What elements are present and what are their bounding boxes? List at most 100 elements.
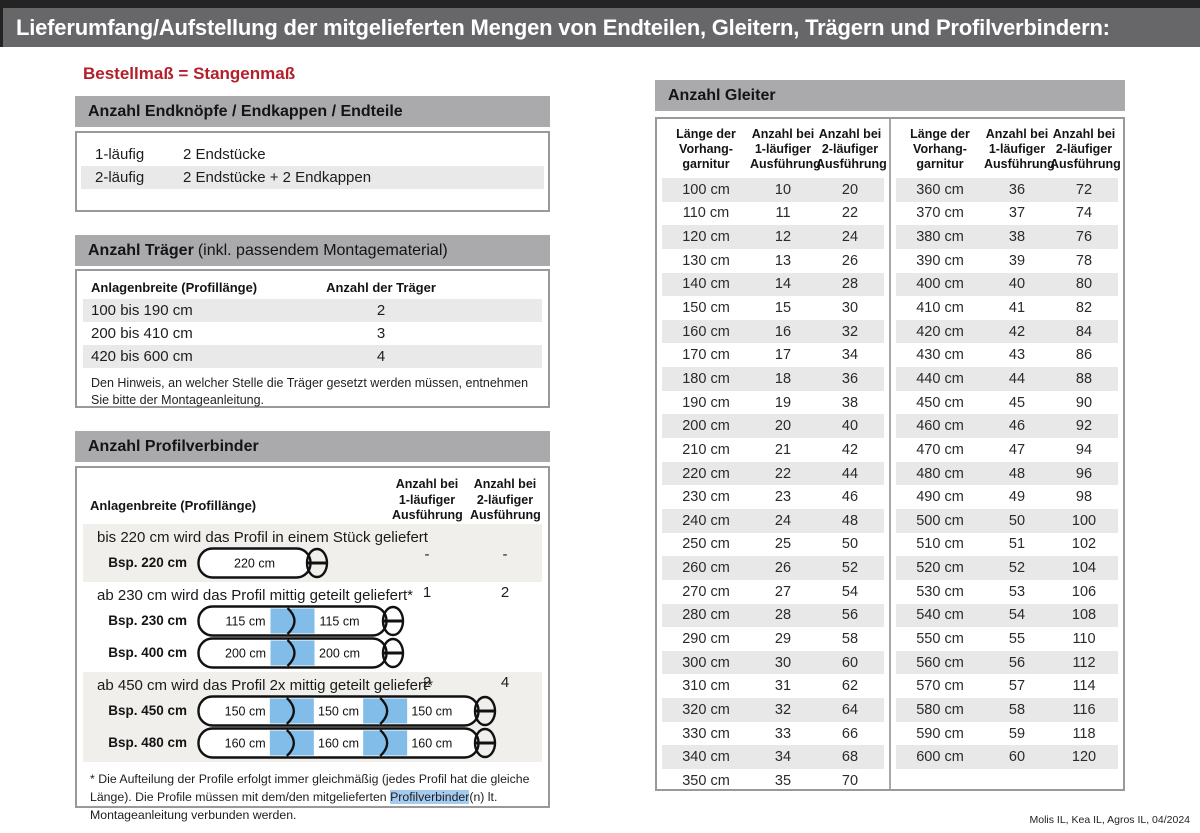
table-row: 100 cm 10 20 xyxy=(662,178,884,202)
column-header-line: 1-läufiger xyxy=(398,492,456,507)
gliders-two-run: 32 xyxy=(841,323,859,340)
svg-text:150 cm: 150 cm xyxy=(225,704,266,718)
product-footer: Molis IL, Kea IL, Agros IL, 04/2024 xyxy=(1029,814,1190,826)
gliders-two-run: 90 xyxy=(1075,394,1093,411)
curtain-length: 540 cm xyxy=(916,607,964,624)
curtain-length: 230 cm xyxy=(682,489,730,506)
curtain-length: 310 cm xyxy=(682,678,730,695)
highlighted-term: Profilverbinder xyxy=(390,789,470,804)
curtain-length: 180 cm xyxy=(682,370,730,387)
table-row: 400 cm 40 80 xyxy=(896,272,1118,297)
gliders-two-run: 62 xyxy=(841,678,859,695)
profile-rod-diagram: 115 cm 115 cm xyxy=(187,604,409,638)
profilverbinder-footnote: * Die Aufteilung der Profile erfolgt imm… xyxy=(90,772,530,822)
example-length-label: Bsp. 450 cm xyxy=(108,703,187,718)
gliders-one-run: 42 xyxy=(1008,323,1026,340)
table-row: 140 cm 14 28 xyxy=(662,272,884,297)
table-row: 180 cm 18 36 xyxy=(662,367,884,391)
curtain-length: 100 cm xyxy=(682,181,730,198)
gliders-one-run: 45 xyxy=(1008,394,1026,411)
gliders-two-run: 112 xyxy=(1072,654,1096,671)
curtain-length: 440 cm xyxy=(916,370,964,387)
gliders-one-run: 43 xyxy=(1008,347,1026,364)
svg-text:115 cm: 115 cm xyxy=(319,614,359,628)
gliders-two-run: 64 xyxy=(841,701,859,718)
curtain-length: 140 cm xyxy=(682,276,730,293)
example-length-label: Bsp. 220 cm xyxy=(108,555,187,570)
gliders-two-run: 26 xyxy=(841,252,859,269)
table-row: 230 cm 23 46 xyxy=(662,485,884,509)
curtain-length: 590 cm xyxy=(916,725,964,742)
svg-text:160 cm: 160 cm xyxy=(411,736,452,750)
curtain-length: 300 cm xyxy=(682,654,730,671)
curtain-length: 130 cm xyxy=(682,252,730,269)
gliders-two-run: 68 xyxy=(841,749,859,766)
table-row: 150 cm 15 30 xyxy=(662,296,884,320)
gliders-two-run: 94 xyxy=(1075,441,1093,458)
curtain-length: 250 cm xyxy=(682,536,730,553)
table-row: 440 cm 44 88 xyxy=(896,367,1118,391)
gliders-one-run: 35 xyxy=(774,772,792,789)
table-row: 280 cm 28 56 xyxy=(662,603,884,628)
profile-example: Bsp. 230 cm 115 cm 115 cm xyxy=(83,604,542,638)
width-range: 200 bis 410 cm xyxy=(91,325,193,342)
column-header: Anzahl bei 1-läufiger Ausführung xyxy=(750,127,821,171)
table-row: 530 cm 53 106 xyxy=(896,580,1118,604)
gliders-one-run: 10 xyxy=(774,181,792,198)
traeger-table-header: Anlagenbreite (Profillänge) Anzahl der T… xyxy=(77,271,548,299)
table-row: 300 cm 30 60 xyxy=(662,650,884,675)
pv-col-width: Anlagenbreite (Profillänge) xyxy=(90,498,257,513)
curtain-length: 520 cm xyxy=(916,560,964,577)
gliders-two-run: 78 xyxy=(1075,252,1093,269)
gliders-two-run: 82 xyxy=(1075,300,1093,317)
table-row: 120 cm 12 24 xyxy=(662,225,884,249)
table-row: 470 cm 47 94 xyxy=(896,438,1118,462)
column-header-line: 2-läufiger xyxy=(476,492,534,507)
gliders-two-run: 102 xyxy=(1071,536,1097,553)
column-header-line: Anzahl bei xyxy=(395,477,459,491)
section-header-traeger: Anzahl Träger (inkl. passendem Montagema… xyxy=(75,235,550,266)
profile-rod-diagram: 200 cm 200 cm xyxy=(187,636,409,670)
gliders-one-run: 21 xyxy=(774,441,792,458)
gliders-two-run: 88 xyxy=(1075,370,1093,387)
count-two-run: 2 xyxy=(500,584,510,601)
gliders-one-run: 55 xyxy=(1008,630,1026,647)
table-row: 550 cm 55 110 xyxy=(896,627,1118,651)
table-row: ab 230 cm wird das Profil mittig geteilt… xyxy=(83,582,542,672)
column-header: Länge der Vorhang-garnitur xyxy=(676,127,736,171)
table-row: 490 cm 49 98 xyxy=(896,485,1118,509)
table-row: 1-läufig 2 Endstücke xyxy=(81,143,544,166)
gleiter-table-right: Länge der Vorhang-garnitur Anzahl bei 1-läu… xyxy=(891,119,1123,789)
gleiter-table: Länge der Vorhang-garnitur Anzahl bei 1-läu… xyxy=(655,117,1125,791)
curtain-length: 220 cm xyxy=(682,465,730,482)
table-row: 560 cm 56 112 xyxy=(896,650,1118,675)
page-top-border xyxy=(0,0,1200,8)
pv-col-one-run: Anzahl bei 1-läufiger Ausführung xyxy=(392,477,463,524)
gliders-one-run: 30 xyxy=(774,654,792,671)
gliders-two-run: 70 xyxy=(841,772,859,789)
table-row: 410 cm 41 82 xyxy=(896,296,1118,320)
gliders-two-run: 114 xyxy=(1072,678,1096,695)
gliders-one-run: 59 xyxy=(1008,725,1026,742)
gliders-one-run: 17 xyxy=(774,347,792,364)
table-row: 420 cm 42 84 xyxy=(896,319,1118,344)
curtain-length: 370 cm xyxy=(916,205,964,222)
gliders-one-run: 28 xyxy=(774,607,792,624)
table-row: 250 cm 25 50 xyxy=(662,533,884,557)
curtain-length: 470 cm xyxy=(916,441,964,458)
gliders-one-run: 44 xyxy=(1008,370,1026,387)
curtain-length: 460 cm xyxy=(916,418,964,435)
gliders-two-run: 72 xyxy=(1075,181,1093,198)
gliders-two-run: 30 xyxy=(841,300,859,317)
curtain-length: 580 cm xyxy=(916,701,964,718)
gliders-two-run: 116 xyxy=(1072,701,1096,718)
gliders-two-run: 54 xyxy=(841,583,859,600)
gliders-two-run: 74 xyxy=(1075,205,1093,222)
gliders-two-run: 98 xyxy=(1075,489,1093,506)
gliders-two-run: 50 xyxy=(841,536,859,553)
traeger-col-count: Anzahl der Träger xyxy=(326,280,436,295)
gliders-one-run: 26 xyxy=(774,560,792,577)
gliders-two-run: 66 xyxy=(841,725,859,742)
gliders-one-run: 15 xyxy=(774,300,792,317)
curtain-length: 330 cm xyxy=(682,725,730,742)
